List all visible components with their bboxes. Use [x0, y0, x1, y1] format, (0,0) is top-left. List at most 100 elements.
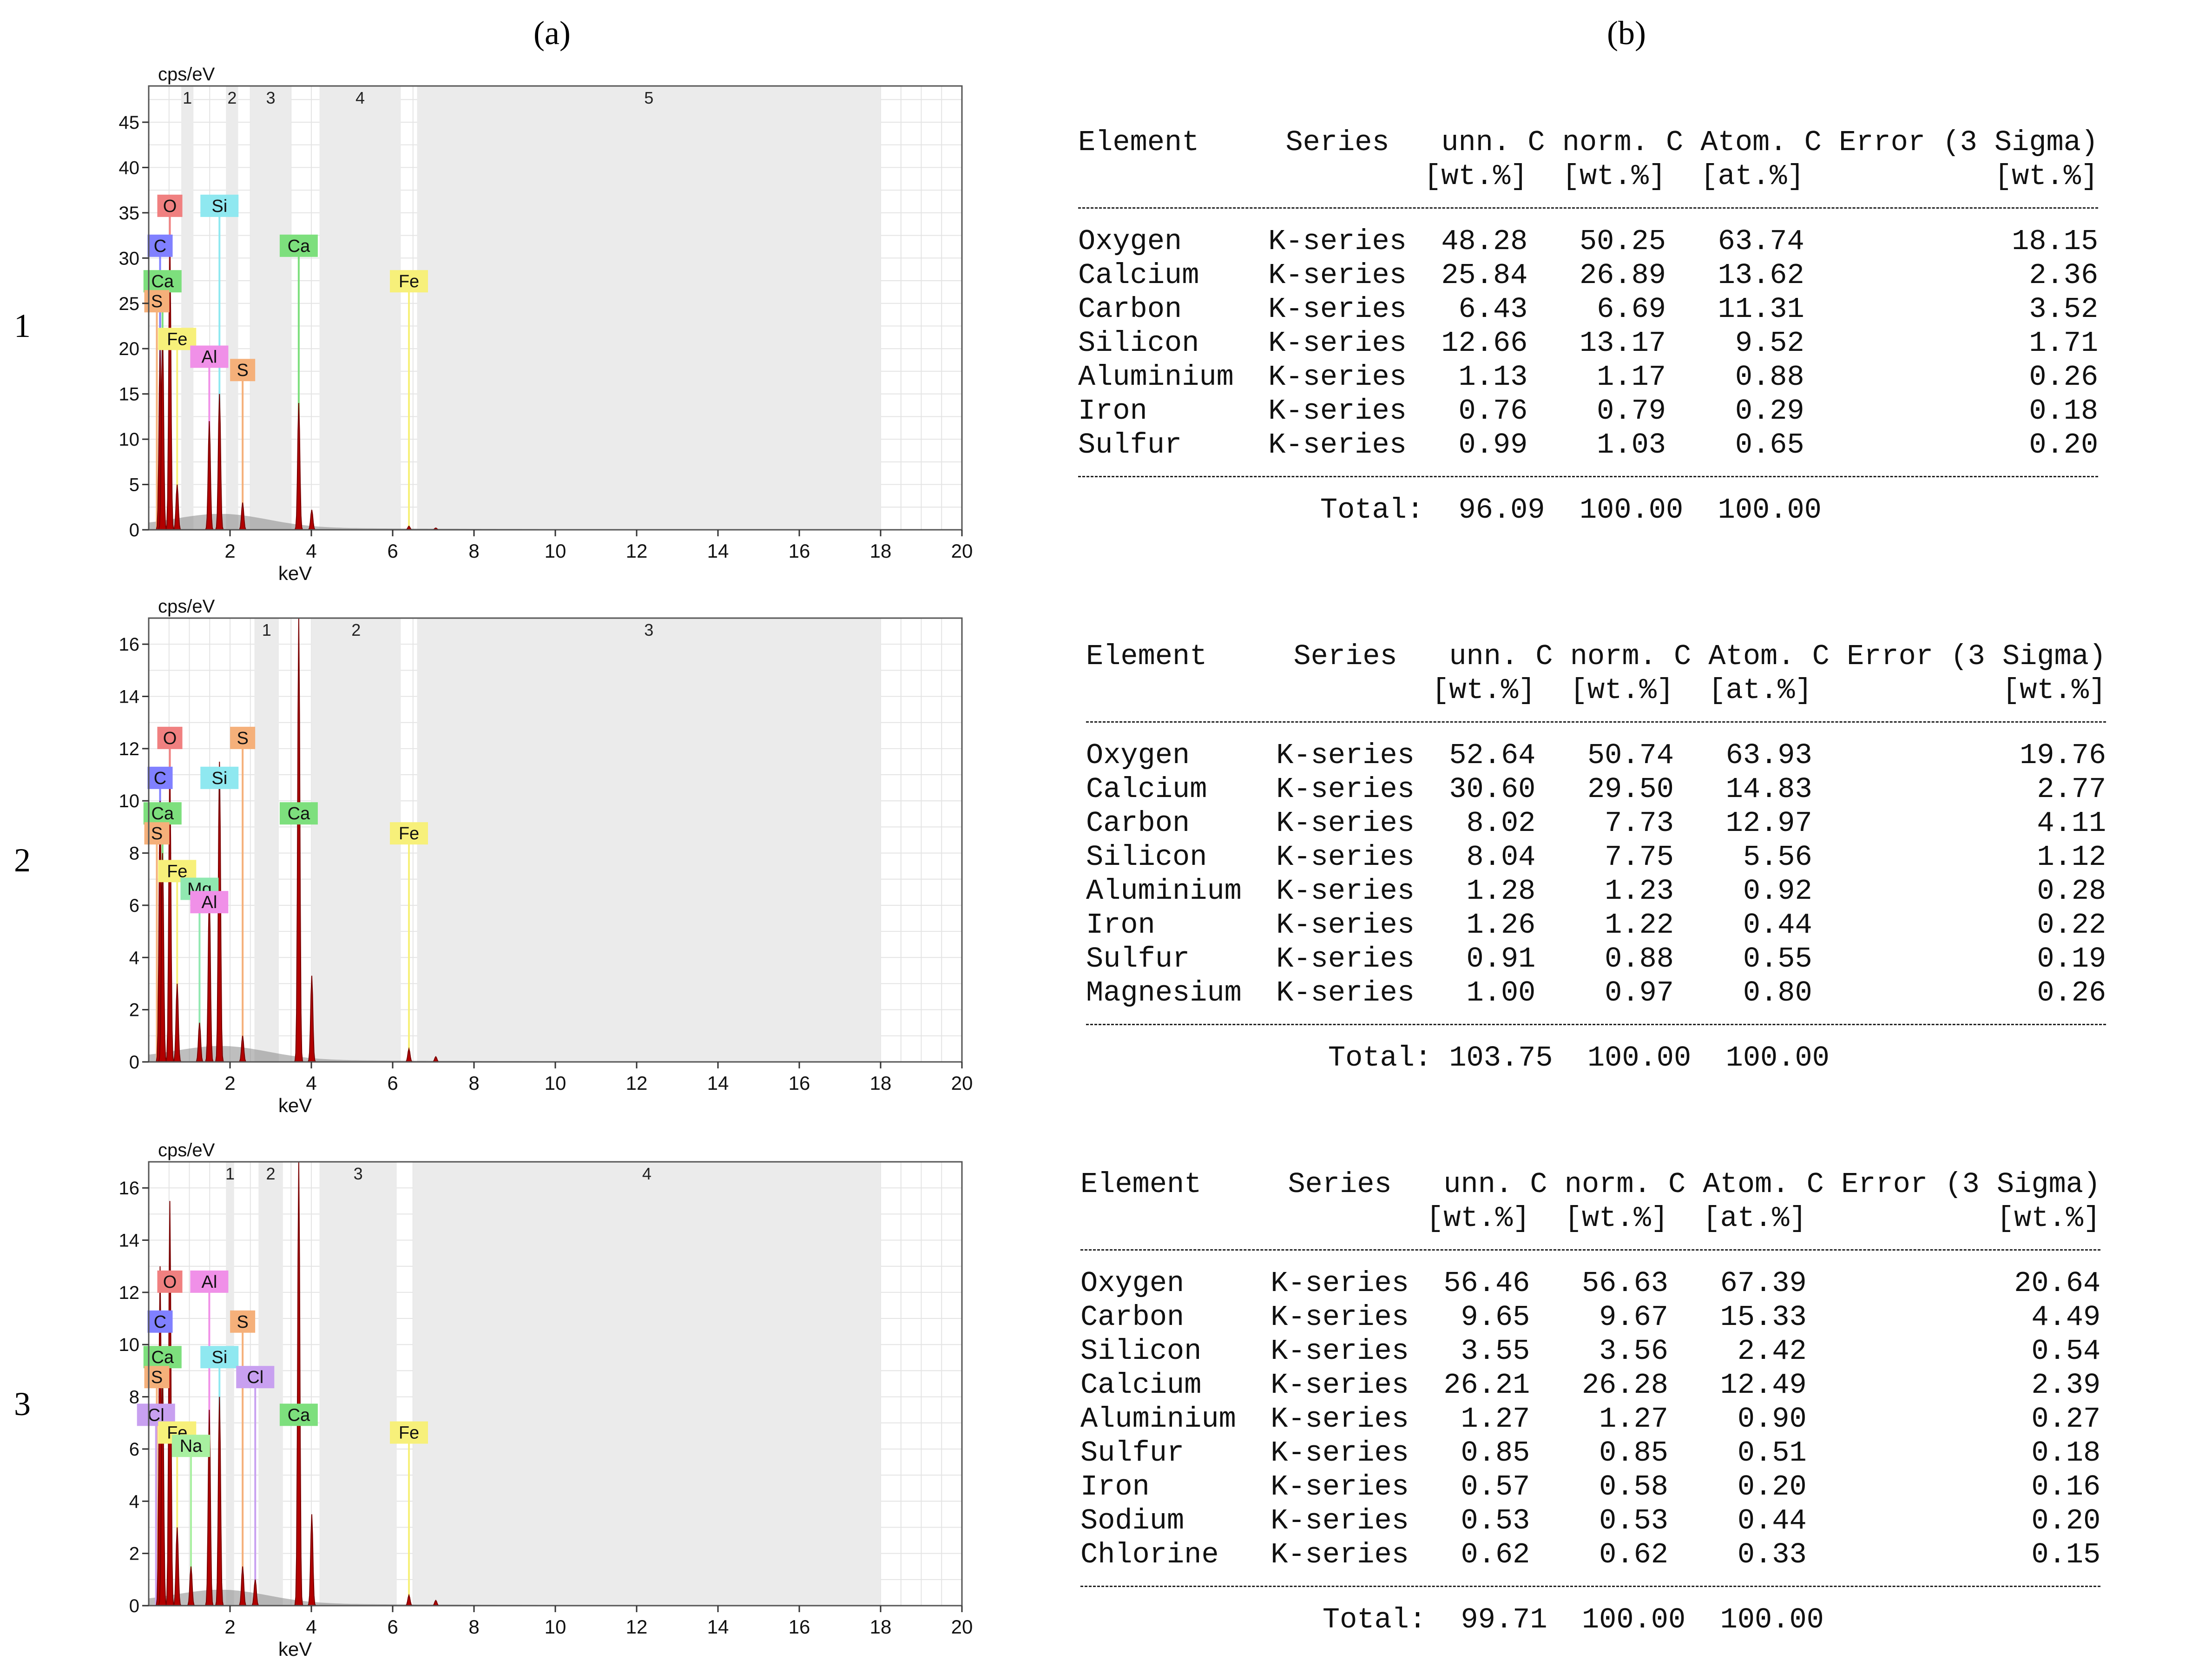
element-tag-cl [236, 1366, 275, 1389]
element-label: Al [201, 1272, 217, 1292]
table-separator [1078, 207, 2099, 209]
table-header-row: Element Series unn. C norm. C Atom. C Er… [1080, 1168, 2101, 1201]
y-tick-label: 16 [119, 634, 140, 655]
x-tick-label: 14 [707, 540, 729, 562]
table-row: Carbon K-series 8.02 7.73 12.97 4.11 [1086, 807, 2106, 840]
table-row: Aluminium K-series 1.13 1.17 0.88 0.26 [1078, 361, 2099, 394]
y-tick-label: 2 [129, 1000, 139, 1021]
region-label: 3 [354, 1164, 363, 1183]
region-label: 5 [644, 88, 653, 107]
x-tick-label: 8 [468, 1616, 479, 1638]
region-label: 2 [351, 620, 361, 639]
x-tick-label: 6 [387, 1616, 398, 1638]
element-label: Si [211, 1348, 227, 1367]
table-row: Carbon K-series 9.65 9.67 15.33 4.49 [1080, 1301, 2101, 1334]
element-tag-s [230, 726, 256, 749]
region-label: 1 [225, 1164, 235, 1183]
region-band [226, 86, 238, 530]
table-row: Silicon K-series 8.04 7.75 5.56 1.12 [1086, 841, 2106, 874]
x-tick-label: 6 [387, 1072, 398, 1094]
y-tick-label: 14 [119, 1231, 140, 1251]
y-tick-label: 25 [119, 294, 140, 314]
y-tick-label: 4 [129, 1491, 139, 1512]
region-label: 3 [644, 620, 653, 639]
background-continuum [149, 514, 962, 530]
element-tag-o [157, 194, 183, 217]
x-tick-label: 20 [951, 1616, 973, 1638]
y-tick-label: 10 [119, 791, 140, 811]
element-tag-al [190, 1270, 229, 1293]
x-tick-label: 14 [707, 1072, 729, 1094]
y-tick-label: 35 [119, 203, 140, 224]
element-tag-o [157, 1270, 183, 1293]
element-tag-ca [143, 802, 182, 825]
region-band [319, 1162, 397, 1606]
element-tag-si [200, 766, 239, 789]
element-tag-ca [143, 1346, 182, 1369]
x-tick-label: 10 [545, 1616, 566, 1638]
panel-label-b: (b) [1607, 14, 1646, 52]
element-tag-na [172, 1435, 210, 1457]
x-tick-label: 16 [789, 1616, 810, 1638]
table-units-row: [wt.%] [wt.%] [at.%] [wt.%] [1078, 160, 2099, 193]
y-tick-label: 6 [129, 896, 139, 916]
y-axis-label: cps/eV [158, 64, 215, 85]
element-tag-ca [143, 270, 182, 293]
region-label: 3 [266, 88, 275, 107]
element-tag-ca [279, 802, 318, 825]
background-continuum [149, 1046, 962, 1062]
x-tick-label: 18 [870, 1616, 892, 1638]
element-label: Ca [151, 272, 174, 291]
y-tick-label: 12 [119, 1283, 140, 1303]
row-label-3: 3 [14, 1385, 31, 1423]
y-tick-label: 10 [119, 429, 140, 450]
y-tick-label: 0 [129, 1052, 139, 1073]
element-tag-al [190, 891, 229, 914]
element-tag-c [147, 766, 173, 789]
element-label: O [163, 197, 177, 216]
element-label: S [237, 729, 248, 748]
region-label: 2 [227, 88, 237, 107]
x-tick-label: 16 [789, 540, 810, 562]
x-tick-label: 2 [224, 540, 235, 562]
x-tick-label: 18 [870, 540, 892, 562]
element-label: S [151, 292, 163, 311]
row-label-2: 2 [14, 842, 31, 879]
element-label: S [237, 1312, 248, 1332]
x-tick-label: 12 [626, 1616, 648, 1638]
x-tick-label: 4 [306, 1072, 316, 1094]
x-tick-label: 12 [626, 540, 648, 562]
y-tick-label: 6 [129, 1439, 139, 1460]
table-row: Calcium K-series 30.60 29.50 14.83 2.77 [1086, 773, 2106, 806]
element-tag-c [147, 1310, 173, 1333]
table-row: Carbon K-series 6.43 6.69 11.31 3.52 [1078, 293, 2099, 326]
element-label: Ca [151, 1348, 174, 1367]
element-tag-ca [279, 234, 318, 257]
y-tick-label: 10 [119, 1335, 140, 1355]
element-label: C [154, 1312, 166, 1332]
table-row: Silicon K-series 12.66 13.17 9.52 1.71 [1078, 327, 2099, 360]
element-tag-fe [158, 328, 197, 350]
table-total-row: Total: 103.75 100.00 100.00 [1086, 1041, 1830, 1074]
element-tag-ca [279, 1403, 318, 1426]
element-label: Al [201, 893, 217, 912]
x-tick-label: 4 [306, 540, 316, 562]
table-row: Sulfur K-series 0.91 0.88 0.55 0.19 [1086, 942, 2106, 975]
element-tag-fe [390, 1421, 428, 1444]
element-label: Fe [167, 329, 187, 349]
element-label: Ca [151, 804, 174, 824]
table-row: Sodium K-series 0.53 0.53 0.44 0.20 [1080, 1504, 2101, 1537]
element-label: Si [211, 769, 227, 788]
element-label: S [151, 1368, 163, 1387]
eds-spectrum-1: 1 2 3 4 5OCCaSFeAlSSiCaFe0510152025303540452… [119, 64, 973, 584]
table-row: Iron K-series 0.57 0.58 0.20 0.16 [1080, 1470, 2101, 1503]
table-separator [1080, 1586, 2101, 1587]
table-row: Iron K-series 1.26 1.22 0.44 0.22 [1086, 909, 2106, 942]
region-label: 1 [183, 88, 192, 107]
x-tick-label: 8 [468, 540, 479, 562]
table-row: Sulfur K-series 0.99 1.03 0.65 0.20 [1078, 428, 2099, 461]
table-row: Magnesium K-series 1.00 0.97 0.80 0.26 [1086, 976, 2106, 1009]
region-band [250, 86, 291, 530]
table-row: Calcium K-series 25.84 26.89 13.62 2.36 [1078, 259, 2099, 292]
